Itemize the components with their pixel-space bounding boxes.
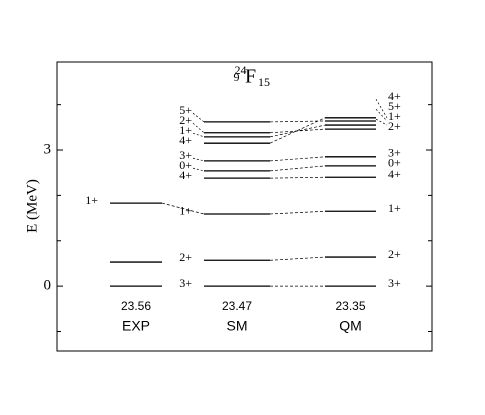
spin-label: 1+ bbox=[85, 193, 98, 207]
spin-label: 1+ bbox=[179, 123, 192, 137]
column-number: 23.56 bbox=[121, 299, 151, 313]
spin-label: 3+ bbox=[388, 146, 401, 160]
connector bbox=[161, 202, 205, 215]
spin-label: 5+ bbox=[388, 99, 401, 113]
column-name: EXP bbox=[122, 318, 150, 334]
spin-label: 1+ bbox=[388, 109, 401, 123]
column-number: 23.35 bbox=[335, 299, 365, 313]
column-number: 23.47 bbox=[222, 299, 252, 313]
spin-label: 1+ bbox=[179, 204, 192, 218]
connector bbox=[269, 256, 326, 261]
connector bbox=[269, 124, 326, 138]
spin-label: 5+ bbox=[179, 103, 192, 117]
connector bbox=[269, 156, 326, 162]
connector bbox=[269, 128, 326, 134]
y-tick-label: 0 bbox=[44, 278, 52, 294]
frame bbox=[56, 61, 433, 352]
spin-label: 3+ bbox=[388, 276, 401, 290]
spin-label: 2+ bbox=[388, 119, 401, 133]
spin-label: 0+ bbox=[388, 156, 401, 170]
connector bbox=[269, 210, 326, 215]
connector bbox=[269, 176, 326, 179]
spin-label: 2+ bbox=[388, 247, 401, 261]
column-name: QM bbox=[339, 318, 362, 334]
spin-label: 4+ bbox=[179, 168, 192, 182]
chart-title: 249 bbox=[234, 63, 247, 84]
leader bbox=[192, 132, 205, 138]
spin-label: 3+ bbox=[179, 148, 192, 162]
leader bbox=[375, 118, 388, 126]
spin-label: 2+ bbox=[179, 250, 192, 264]
spin-label: 4+ bbox=[179, 133, 192, 147]
element: 9 bbox=[234, 70, 240, 84]
leader bbox=[192, 167, 205, 172]
mass-number: 24 bbox=[235, 63, 247, 77]
spin-label: 4+ bbox=[388, 89, 401, 103]
y-tick-label: 3 bbox=[44, 141, 52, 157]
spin-label: 0+ bbox=[179, 158, 192, 172]
connector bbox=[269, 120, 326, 123]
leader bbox=[192, 122, 205, 134]
y-axis-label: E (MeV) bbox=[24, 179, 40, 233]
connector bbox=[269, 165, 326, 172]
spin-label: 1+ bbox=[388, 201, 401, 215]
connector bbox=[269, 117, 326, 144]
spin-label: 2+ bbox=[179, 113, 192, 127]
spin-label: 3+ bbox=[179, 276, 192, 290]
leader bbox=[192, 157, 205, 162]
element-symbol: F bbox=[245, 66, 256, 88]
leader bbox=[375, 108, 388, 122]
leader bbox=[192, 112, 205, 123]
spin-label: 4+ bbox=[388, 167, 401, 181]
neutron-number: 15 bbox=[258, 75, 270, 89]
column-name: SM bbox=[227, 318, 248, 334]
